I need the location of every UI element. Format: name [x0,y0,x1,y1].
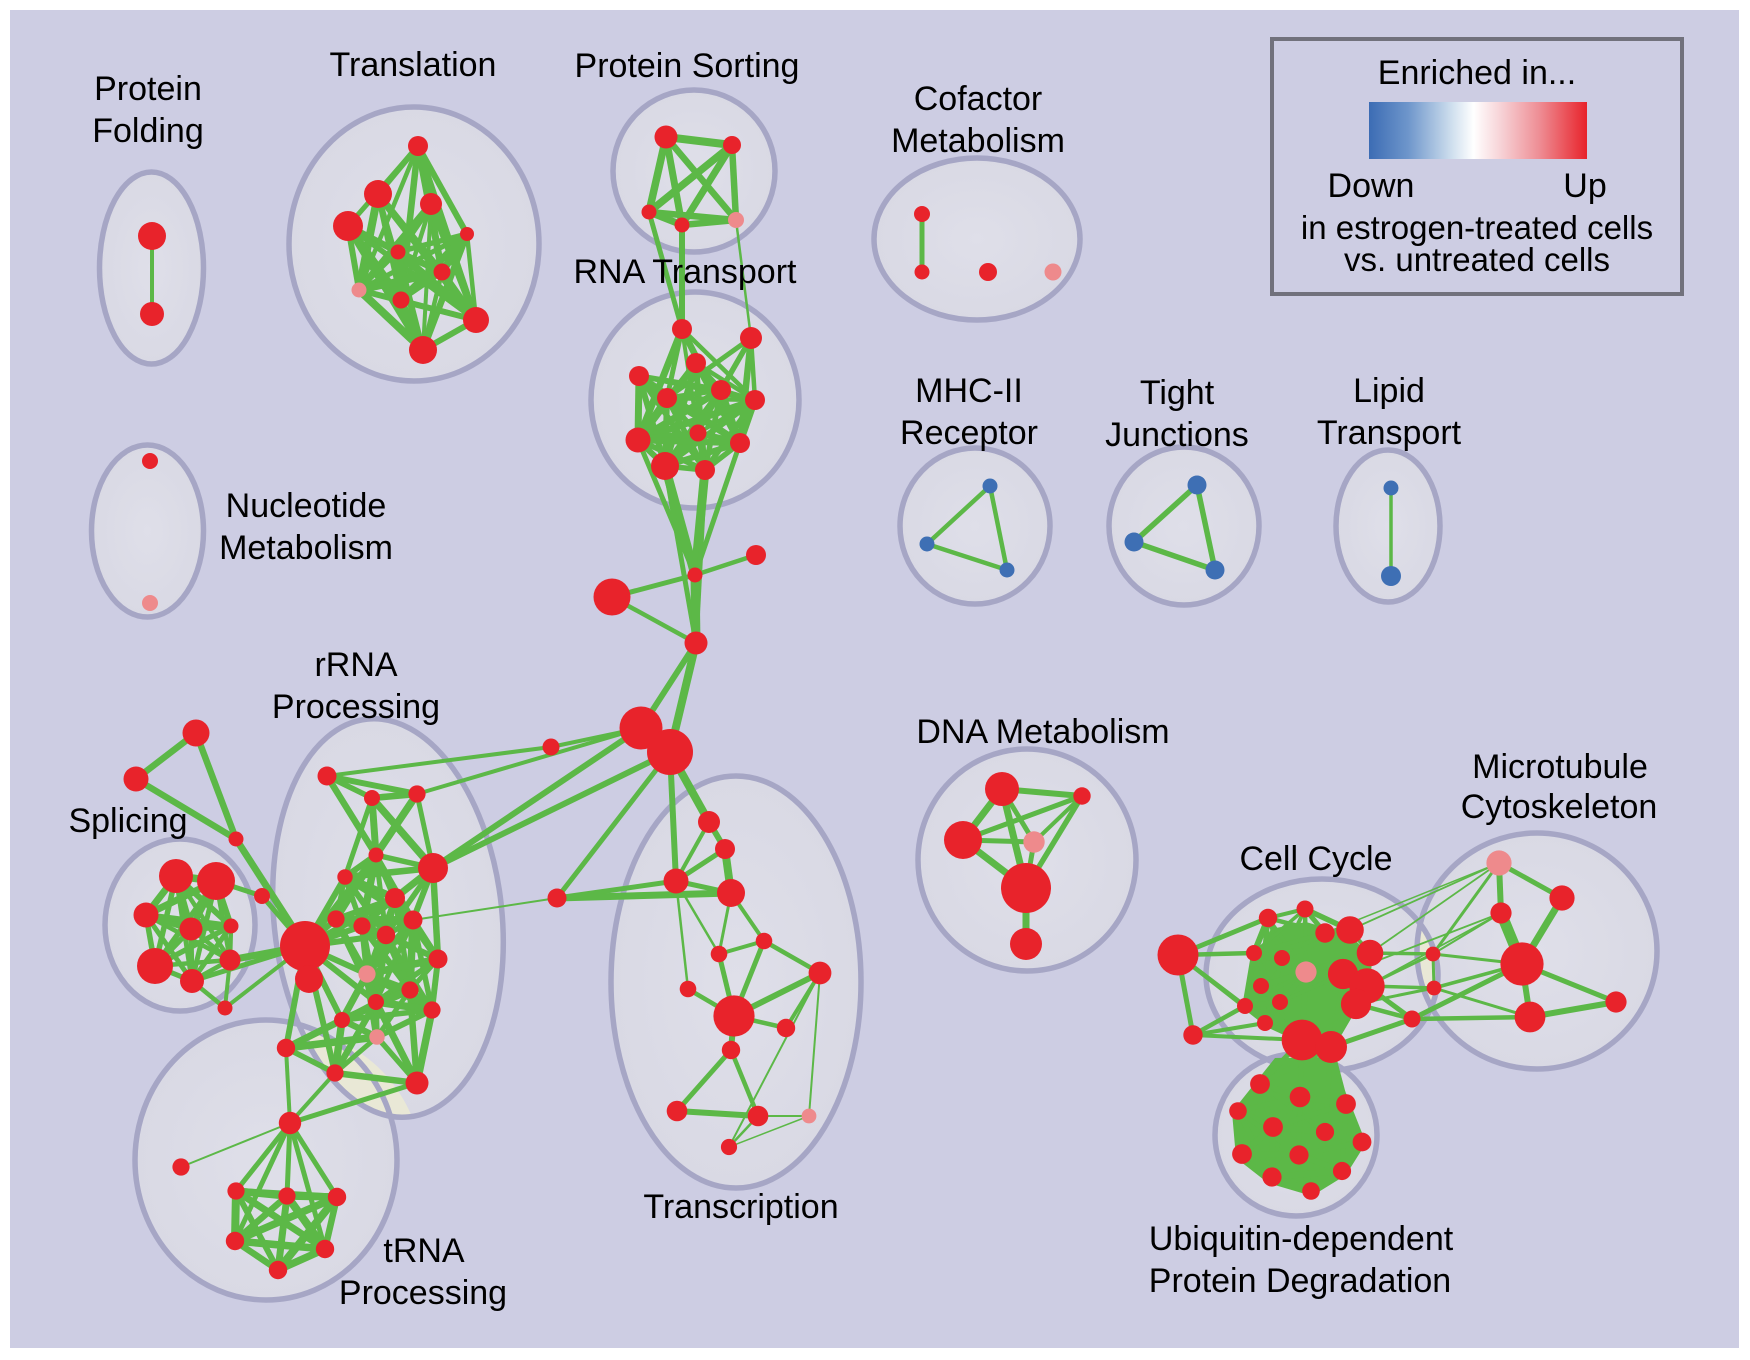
svg-text:Cofactor: Cofactor [914,80,1043,118]
svg-text:Down: Down [1328,167,1415,205]
svg-text:vs. untreated cells: vs. untreated cells [1344,241,1610,278]
svg-text:Enriched in...: Enriched in... [1378,54,1576,92]
svg-text:Receptor: Receptor [900,414,1038,452]
svg-text:Metabolism: Metabolism [891,122,1065,160]
svg-text:Cell Cycle: Cell Cycle [1239,840,1392,878]
svg-text:Transcription: Transcription [643,1188,838,1226]
svg-text:Processing: Processing [272,688,440,726]
svg-text:Up: Up [1563,167,1606,205]
svg-text:Splicing: Splicing [68,802,187,840]
svg-text:Protein Degradation: Protein Degradation [1149,1262,1451,1300]
svg-text:Protein: Protein [94,70,202,108]
svg-text:Translation: Translation [330,46,497,84]
svg-text:Lipid: Lipid [1353,372,1425,410]
svg-text:Transport: Transport [1317,414,1462,452]
svg-text:rRNA: rRNA [314,646,397,684]
svg-text:Metabolism: Metabolism [219,529,393,567]
svg-text:tRNA: tRNA [383,1232,465,1270]
svg-text:DNA Metabolism: DNA Metabolism [916,713,1169,751]
svg-text:Microtubule: Microtubule [1472,748,1648,786]
svg-text:Junctions: Junctions [1105,416,1249,454]
svg-text:Folding: Folding [92,112,204,150]
svg-text:Cytoskeleton: Cytoskeleton [1461,788,1658,826]
svg-text:MHC-II: MHC-II [915,372,1023,410]
svg-text:Nucleotide: Nucleotide [226,487,387,525]
svg-text:Protein Sorting: Protein Sorting [575,47,800,85]
svg-text:Ubiquitin-dependent: Ubiquitin-dependent [1149,1220,1454,1258]
svg-text:Processing: Processing [339,1274,507,1312]
svg-text:Tight: Tight [1140,374,1215,412]
svg-text:in estrogen-treated cells: in estrogen-treated cells [1301,209,1653,246]
svg-text:RNA Transport: RNA Transport [574,253,798,291]
